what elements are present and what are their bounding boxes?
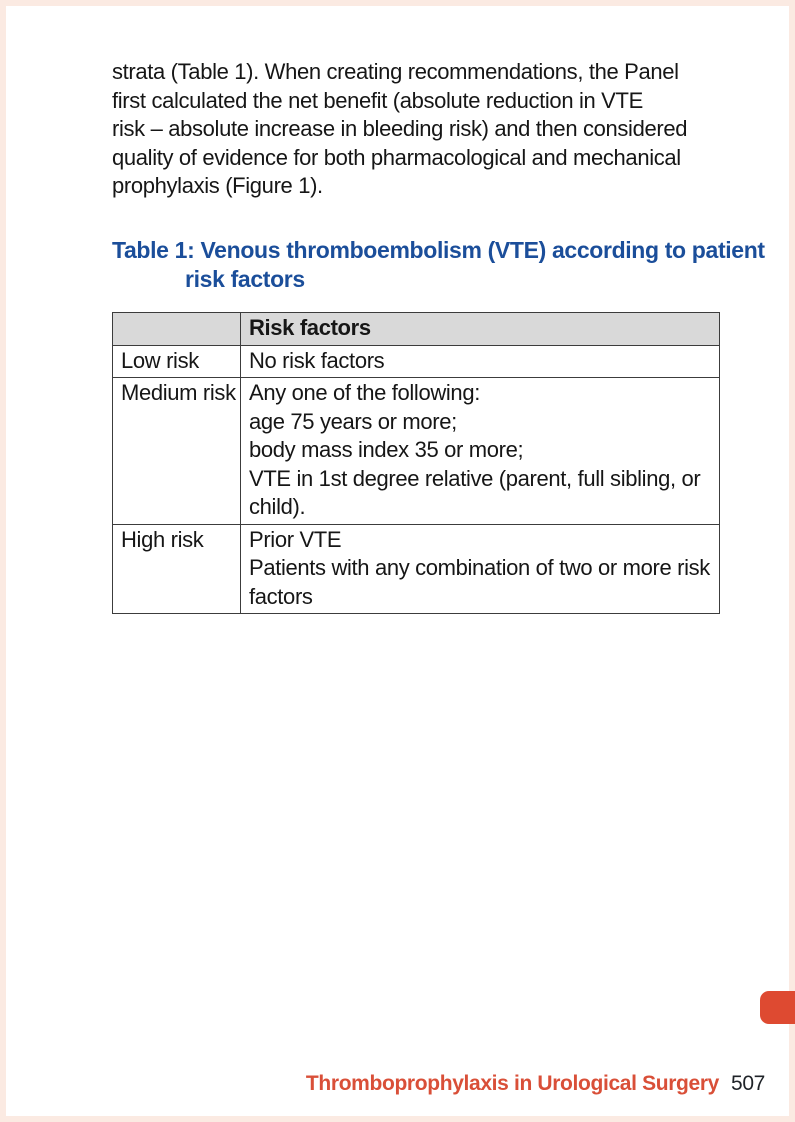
risk-level-cell: Low risk xyxy=(112,344,241,378)
risk-table-header-risk-factors: Risk factors xyxy=(240,312,720,346)
risk-factor-line: VTE in 1st degree relative (parent, full… xyxy=(249,465,701,520)
risk-factor-line: No risk factors xyxy=(249,347,385,373)
chapter-thumb-tab xyxy=(760,991,795,1024)
table-1-caption: Table 1: Venous thromboembolism (VTE) ac… xyxy=(112,236,795,294)
risk-factors-cell: Prior VTE Patients with any combination o… xyxy=(240,523,720,614)
risk-table-row: Medium risk Any one of the following: age … xyxy=(112,377,720,525)
risk-factors-cell: No risk factors xyxy=(240,344,720,378)
risk-table-header-empty-cell xyxy=(112,312,241,346)
footer-chapter-title: Thromboprophylaxis in Urological Surgery xyxy=(305,1072,719,1095)
page-footer: Thromboprophylaxis in Urological Surgery… xyxy=(306,1072,765,1096)
risk-factor-line: Prior VTE xyxy=(249,526,342,552)
table-caption-label: Table 1: xyxy=(112,237,195,263)
risk-factor-line: Any one of the following: xyxy=(249,380,480,405)
body-paragraph: strata (Table 1). When creating recommen… xyxy=(112,59,688,199)
footer-page-number: 507 xyxy=(731,1072,765,1095)
risk-level-cell: High risk xyxy=(112,523,241,614)
risk-factors-cell: Any one of the following: age 75 years or… xyxy=(240,377,720,525)
risk-table-row: High risk Prior VTE Patients with any comb… xyxy=(112,523,720,614)
risk-table: Risk factors Low risk No risk factors Medi… xyxy=(112,312,720,614)
risk-table-body: Low risk No risk factors Medium risk Any on… xyxy=(112,344,720,614)
risk-level-cell: Medium risk xyxy=(112,377,241,525)
risk-factor-line: age 75 years or more; xyxy=(249,408,457,434)
risk-table-header-row: Risk factors xyxy=(112,312,720,346)
risk-table-row: Low risk No risk factors xyxy=(112,344,720,378)
document-page: strata (Table 1). When creating recommen… xyxy=(6,6,789,1116)
risk-factor-line: body mass index 35 or more; xyxy=(249,437,524,462)
table-caption-text: Venous thromboembolism (VTE) according t… xyxy=(185,237,765,292)
risk-factor-line: Patients with any combination of two or … xyxy=(249,555,710,609)
